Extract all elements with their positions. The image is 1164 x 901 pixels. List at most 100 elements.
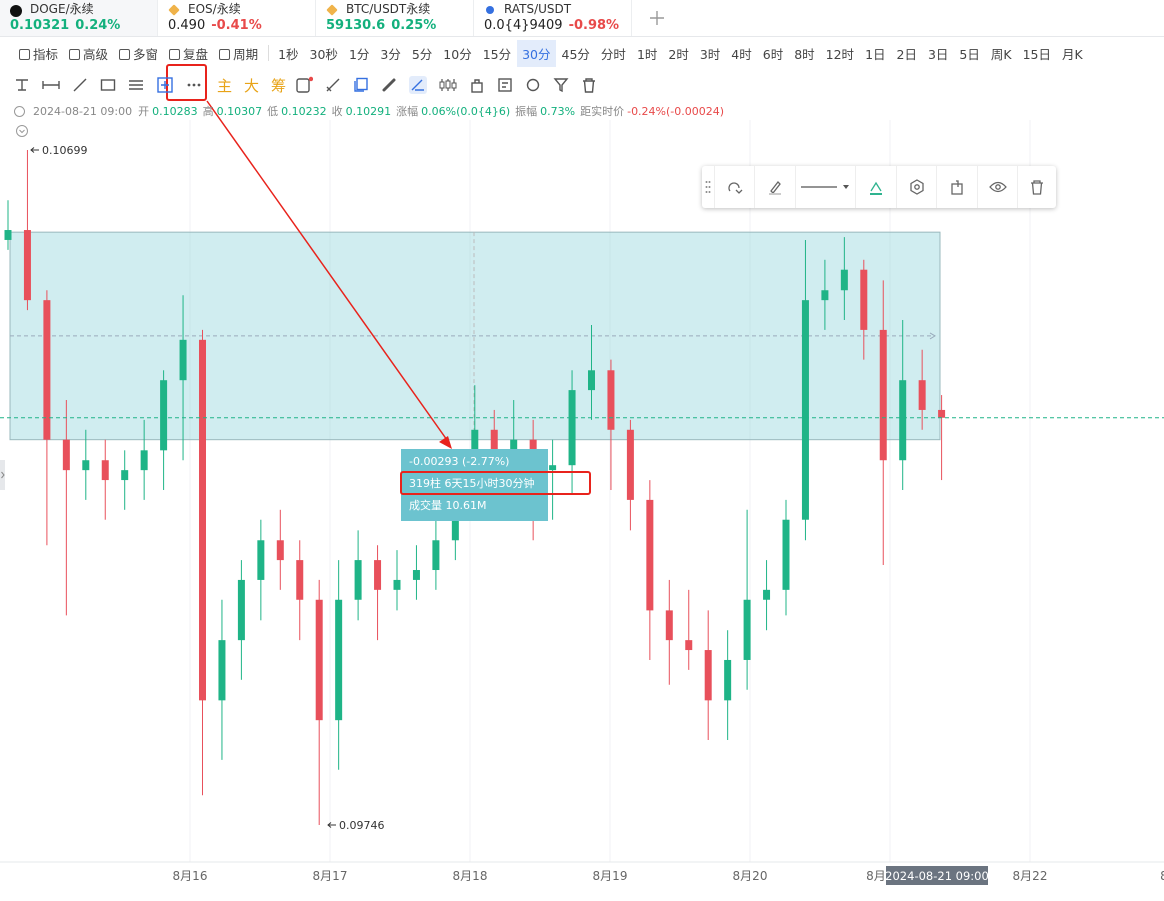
period[interactable]: 6时	[762, 46, 784, 62]
candle-body	[432, 540, 440, 571]
period[interactable]: 1秒	[278, 46, 299, 62]
candle-body	[335, 599, 343, 721]
period[interactable]: 5分	[411, 46, 433, 62]
period[interactable]: 2时	[668, 46, 689, 62]
candle-body	[626, 429, 634, 500]
period[interactable]: 4时	[731, 46, 752, 62]
period[interactable]: 2日	[896, 46, 917, 62]
candle-body	[549, 465, 557, 471]
period[interactable]: 12时	[825, 46, 855, 62]
ohlc-label: 距实时价	[580, 105, 625, 118]
x-tick-label: 8月22	[1013, 869, 1048, 883]
ohlc-value: 0.10307	[216, 104, 263, 118]
icon-channel[interactable]	[128, 77, 144, 93]
candle-body	[899, 380, 907, 461]
chevron	[19, 129, 25, 134]
icon-copy[interactable]	[353, 77, 369, 93]
toolbar-item[interactable]: 周期	[214, 40, 263, 67]
toolbar-item[interactable]: 指标	[14, 40, 63, 67]
period[interactable]: 30秒	[309, 46, 338, 62]
candle-body	[237, 579, 245, 641]
symbol-price: 0.490	[168, 18, 206, 33]
period[interactable]: 15日	[1022, 46, 1051, 62]
template-button[interactable]	[715, 166, 756, 208]
ohlc-label: 开	[138, 105, 150, 118]
x-tick-label: 8月18	[453, 869, 488, 883]
period[interactable]: 10分	[443, 46, 472, 62]
period[interactable]: 1日	[865, 46, 886, 62]
candle-body	[490, 429, 498, 451]
icon-hide[interactable]	[325, 77, 341, 93]
candle-body	[724, 659, 732, 701]
period[interactable]: 8时	[794, 46, 815, 62]
icon-lock[interactable]	[469, 77, 485, 93]
candle-body	[276, 540, 284, 561]
color-button[interactable]	[755, 166, 796, 208]
period[interactable]: 30分	[517, 39, 556, 67]
icon-trendline[interactable]	[72, 77, 88, 93]
measure-tooltip	[401, 449, 548, 521]
icon-magnet[interactable]	[409, 76, 428, 94]
icon-note[interactable]	[497, 77, 513, 93]
symbol-tab[interactable]: DOGE/永续 0.10321 0.24%	[0, 0, 158, 36]
symbol-icon	[486, 6, 494, 14]
marker-arrow	[327, 822, 336, 828]
icon-candles[interactable]	[439, 77, 457, 93]
candle-body	[218, 640, 226, 701]
icon-edit[interactable]	[295, 76, 314, 94]
candle-body	[179, 339, 187, 381]
icon-ruler[interactable]	[381, 77, 397, 93]
toolbar-item[interactable]: 高级	[64, 40, 113, 67]
icon-hline[interactable]	[42, 77, 60, 93]
icon-text[interactable]	[14, 77, 30, 93]
toolbar-item[interactable]: 复盘	[164, 40, 213, 67]
period[interactable]: 分时	[600, 46, 626, 62]
icon-delete[interactable]	[581, 77, 597, 93]
candle-body	[607, 370, 615, 430]
period[interactable]: 1分	[348, 46, 370, 62]
line-style-button[interactable]	[796, 166, 857, 208]
icon-link[interactable]	[525, 77, 541, 93]
indicator[interactable]: 大	[244, 76, 260, 95]
symbol-tab[interactable]: BTC/USDT永续 59130.6 0.25%	[316, 0, 474, 36]
candle-body	[763, 589, 771, 600]
visibility-button[interactable]	[978, 166, 1019, 208]
period[interactable]: 3分	[380, 46, 401, 62]
add-tab[interactable]	[650, 6, 664, 30]
toolbar-item[interactable]: 多窗	[114, 40, 163, 67]
period[interactable]: 3时	[699, 46, 721, 62]
side-handle-arrow	[1, 471, 5, 479]
period[interactable]: 5日	[959, 46, 980, 62]
symbol-tab[interactable]: RATS/USDT 0.0{4}9409 -0.98%	[474, 0, 632, 36]
ohlc-label: 低	[267, 105, 279, 118]
period[interactable]: 周K	[990, 46, 1012, 62]
collapse-toggle[interactable]	[14, 105, 25, 117]
marker-arrow	[30, 147, 39, 153]
icon-more[interactable]	[186, 77, 202, 93]
settings-button[interactable]	[897, 166, 938, 208]
icon-rect[interactable]	[100, 77, 116, 93]
ohlc-label: 收	[331, 105, 343, 118]
period[interactable]: 1时	[636, 46, 658, 62]
period[interactable]: 月K	[1061, 46, 1083, 62]
delete-button[interactable]	[1018, 166, 1056, 208]
fill-button[interactable]	[856, 166, 897, 208]
crosshair-label-bg	[886, 866, 988, 885]
indicator[interactable]: 筹	[271, 76, 287, 95]
icon-filter[interactable]	[553, 77, 569, 93]
lock-button[interactable]	[937, 166, 978, 208]
symbol-name: BTC/USDT永续	[346, 2, 431, 16]
indicator[interactable]: 主	[217, 76, 233, 95]
candle-body	[393, 579, 401, 590]
x-tick-label: 8月17	[313, 869, 348, 883]
candle-body	[801, 300, 809, 520]
symbol-tab[interactable]: EOS/永续 0.490 -0.41%	[158, 0, 316, 36]
extreme-label: 0.10699	[42, 144, 88, 157]
tooltip-line: 成交量 10.61M	[409, 498, 486, 512]
candle-body	[704, 650, 712, 701]
period[interactable]: 45分	[561, 46, 590, 62]
period[interactable]: 15分	[482, 46, 512, 62]
period[interactable]: 3日	[927, 46, 949, 62]
icon-measure[interactable]	[156, 76, 174, 94]
